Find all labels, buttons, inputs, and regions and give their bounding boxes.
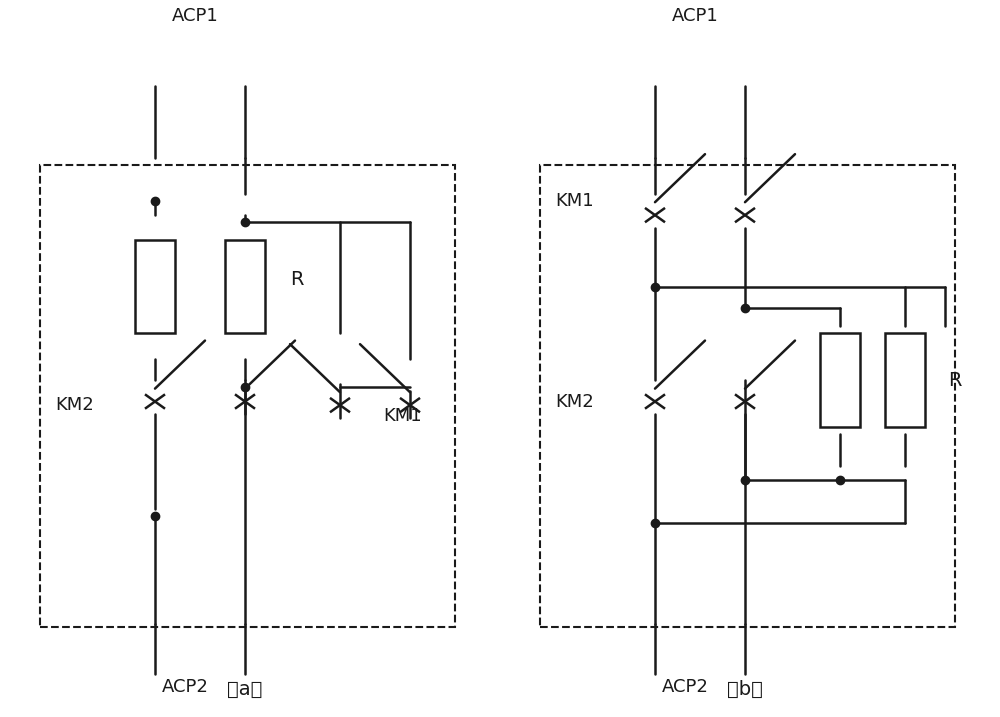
Text: KM1: KM1 [383,407,422,425]
Bar [885,333,925,427]
Text: ACP2: ACP2 [162,678,208,695]
Text: （a）: （a） [227,680,263,699]
Text: R: R [290,270,304,289]
Text: KM2: KM2 [55,396,94,414]
Text: ACP2: ACP2 [662,678,708,695]
Text: KM2: KM2 [555,392,594,411]
Text: ACP1: ACP1 [672,7,718,25]
Bar [820,333,860,427]
Text: ACP1: ACP1 [172,7,218,25]
Bar [225,240,265,333]
Text: KM1: KM1 [555,191,594,210]
Text: R: R [948,371,962,389]
Bar [135,240,175,333]
Text: （b）: （b） [727,680,763,699]
